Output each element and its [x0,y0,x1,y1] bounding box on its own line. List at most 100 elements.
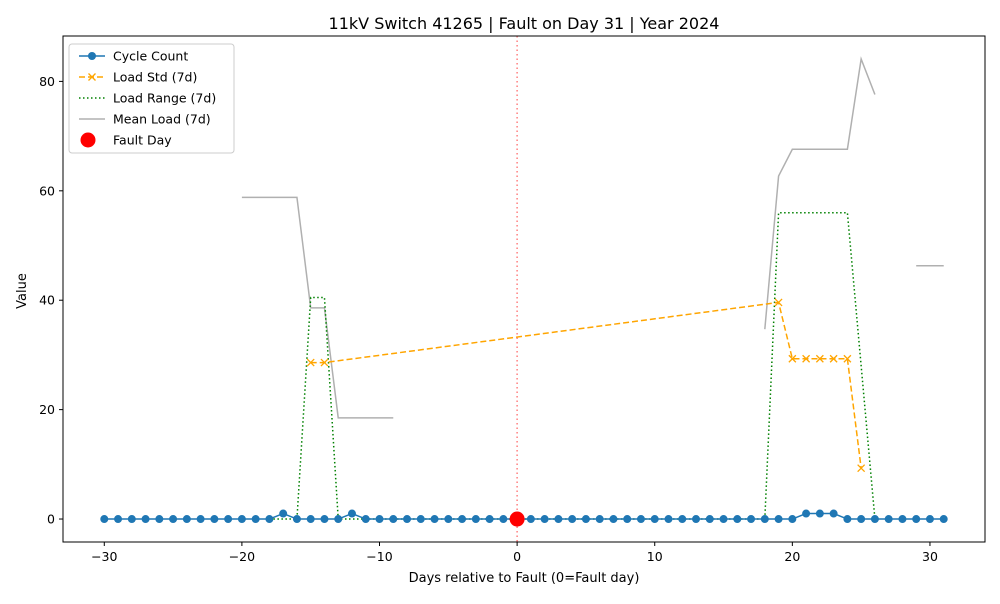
legend-label: Mean Load (7d) [113,112,211,127]
y-tick-label: 80 [39,74,55,89]
cycle-count-point [155,515,164,524]
cycle-count-point [774,515,783,524]
cycle-count-point [747,515,756,524]
cycle-count-point [237,515,246,524]
legend-swatch-marker [80,132,96,148]
chart-title: 11kV Switch 41265 | Fault on Day 31 | Ye… [329,14,720,33]
cycle-count-point [554,515,563,524]
cycle-count-point [857,515,866,524]
cycle-count-point [196,515,205,524]
legend-swatch-marker [88,73,96,81]
cycle-count-point [471,515,480,524]
cycle-count-point [609,515,618,524]
cycle-count-point [884,515,893,524]
legend-item-fault-day: Fault Day [80,132,172,148]
cycle-count-point [403,515,412,524]
cycle-count-point [760,515,769,524]
fault-day-marker [509,511,525,527]
x-tick-label: 30 [922,549,938,564]
cycle-count-point [141,515,150,524]
cycle-count-point [664,515,673,524]
cycle-count-point [169,515,178,524]
cycle-count-point [733,515,742,524]
cycle-count-point [581,515,590,524]
load-std-7d-point [788,354,797,363]
load-std-7d-point [829,354,838,363]
cycle-count-point [650,515,659,524]
cycle-count-point [870,515,879,524]
load-std-7d-point [843,354,852,363]
cycle-count-point [224,515,233,524]
load-std-7d-point [802,354,811,363]
x-tick-label: 20 [784,549,800,564]
cycle-count-point [306,515,315,524]
cycle-count-point [843,515,852,524]
y-tick-label: 0 [47,512,55,527]
cycle-count-point [788,515,797,524]
mean-load-7d-line-segment-0 [241,196,394,419]
y-axis-label: Value [15,273,30,309]
x-tick-label: 0 [513,549,521,564]
x-axis-ticks: −30 −20 −10 0 10 20 30 [91,542,938,564]
cycle-count-point [568,515,577,524]
cycle-count-point [912,515,921,524]
cycle-count-point [114,515,123,524]
load-std-7d-point [320,358,329,367]
y-tick-label: 60 [39,183,55,198]
cycle-count-point [100,515,109,524]
cycle-count-point [898,515,907,524]
cycle-count-point [416,515,425,524]
cycle-count-point [182,515,191,524]
cycle-count-point [526,515,535,524]
cycle-count-point [389,515,398,524]
cycle-count-point [444,515,453,524]
plot-area [100,36,948,542]
cycle-count-point [623,515,632,524]
cycle-count-point [251,515,260,524]
legend-label: Cycle Count [113,49,188,64]
legend-item-load-range-7d: Load Range (7d) [79,91,216,106]
cycle-count-point [361,515,370,524]
cycle-count-point [705,515,714,524]
legend: Cycle Count Load Std (7d) Load Range (7d) M… [68,43,235,154]
legend-label: Fault Day [113,133,172,148]
legend-item-mean-load-7d: Mean Load (7d) [79,112,211,127]
x-axis-label: Days relative to Fault (0=Fault day) [409,571,640,586]
cycle-count-point [375,515,384,524]
legend-label: Load Std (7d) [113,70,197,85]
cycle-count-point [499,515,508,524]
cycle-count-point [458,515,467,524]
cycle-count-point [347,509,356,518]
load-std-7d-point [306,358,315,367]
cycle-count-point [925,515,934,524]
x-tick-label: 10 [647,549,663,564]
x-tick-label: −20 [229,549,255,564]
cycle-count-point [210,515,219,524]
cycle-count-point [802,509,811,518]
x-tick-label: −30 [91,549,117,564]
y-axis-ticks: 0 20 40 60 80 [39,74,63,527]
cycle-count-point [334,515,343,524]
cycle-count-point [815,509,824,518]
cycle-count-point [678,515,687,524]
cycle-count-point [636,515,645,524]
cycle-count-point [939,515,948,524]
cycle-count-point [540,515,549,524]
legend-item-cycle-count: Cycle Count [79,49,188,64]
legend-item-load-std-7d: Load Std (7d) [79,70,197,85]
cycle-count-point [127,515,136,524]
legend-box [68,43,235,154]
cycle-count-point [595,515,604,524]
mean-load-7d-line-segment-1 [764,56,876,330]
load-std-7d-point [815,354,824,363]
cycle-count-point [829,509,838,518]
load-std-7d-point [774,298,783,307]
cycle-count-point [265,515,274,524]
cycle-count-point [719,515,728,524]
cycle-count-point [430,515,439,524]
cycle-count-point [279,509,288,518]
legend-label: Load Range (7d) [113,91,216,106]
cycle-count-point [320,515,329,524]
